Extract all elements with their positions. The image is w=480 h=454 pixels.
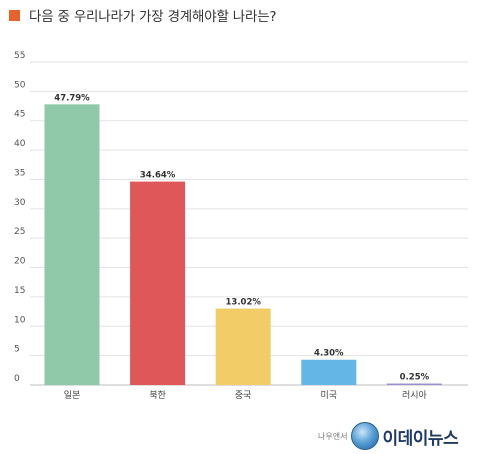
bar-중국 — [215, 308, 271, 385]
y-tick-label: 35 — [14, 168, 25, 178]
y-tick-label: 10 — [14, 315, 26, 325]
bar-일본 — [44, 104, 100, 386]
y-tick-label: 40 — [14, 139, 26, 149]
category-label: 미국 — [321, 390, 338, 401]
title-marker-icon — [9, 9, 20, 21]
value-label: 34.64% — [140, 171, 176, 181]
watermark-brand: 이데이뉴스 — [382, 428, 459, 449]
watermark: 나우앤서 이데이뉴스 — [318, 422, 459, 450]
category-label: 러시아 — [402, 390, 428, 401]
value-label: 47.79% — [54, 93, 90, 103]
watermark-small-text: 나우앤서 — [318, 431, 348, 441]
category-label: 북한 — [149, 390, 166, 401]
y-tick-labels: 0 5 10 15 20 25 30 35 40 45 50 55 — [14, 51, 26, 384]
y-tick-label: 50 — [14, 80, 26, 90]
y-tick-label: 45 — [14, 110, 25, 120]
value-label: 0.25% — [400, 373, 430, 383]
chart-title-row: 다음 중 우리나라가 가장 경계해야할 나라는? — [9, 5, 277, 25]
chart-title: 다음 중 우리나라가 가장 경계해야할 나라는? — [29, 9, 277, 25]
y-tick-label: 30 — [14, 198, 26, 208]
category-label: 중국 — [235, 390, 252, 401]
bar-러시아 — [386, 383, 442, 385]
y-tick-label: 15 — [14, 286, 25, 296]
bars — [44, 104, 442, 386]
y-tick-label: 20 — [14, 257, 26, 267]
category-label: 일본 — [64, 390, 81, 401]
value-label: 13.02% — [225, 298, 261, 308]
value-labels: 47.79% 34.64% 13.02% 4.30% 0.25% — [54, 93, 429, 382]
category-labels: 일본 북한 중국 미국 러시아 — [64, 390, 428, 401]
globe-logo-icon — [351, 422, 380, 450]
bar-미국 — [301, 359, 357, 385]
value-label: 4.30% — [314, 349, 344, 359]
y-tick-label: 5 — [14, 345, 20, 355]
bar-북한 — [130, 181, 186, 385]
y-tick-label: 0 — [14, 374, 20, 384]
y-tick-label: 25 — [14, 227, 25, 237]
y-tick-label: 55 — [14, 51, 25, 61]
